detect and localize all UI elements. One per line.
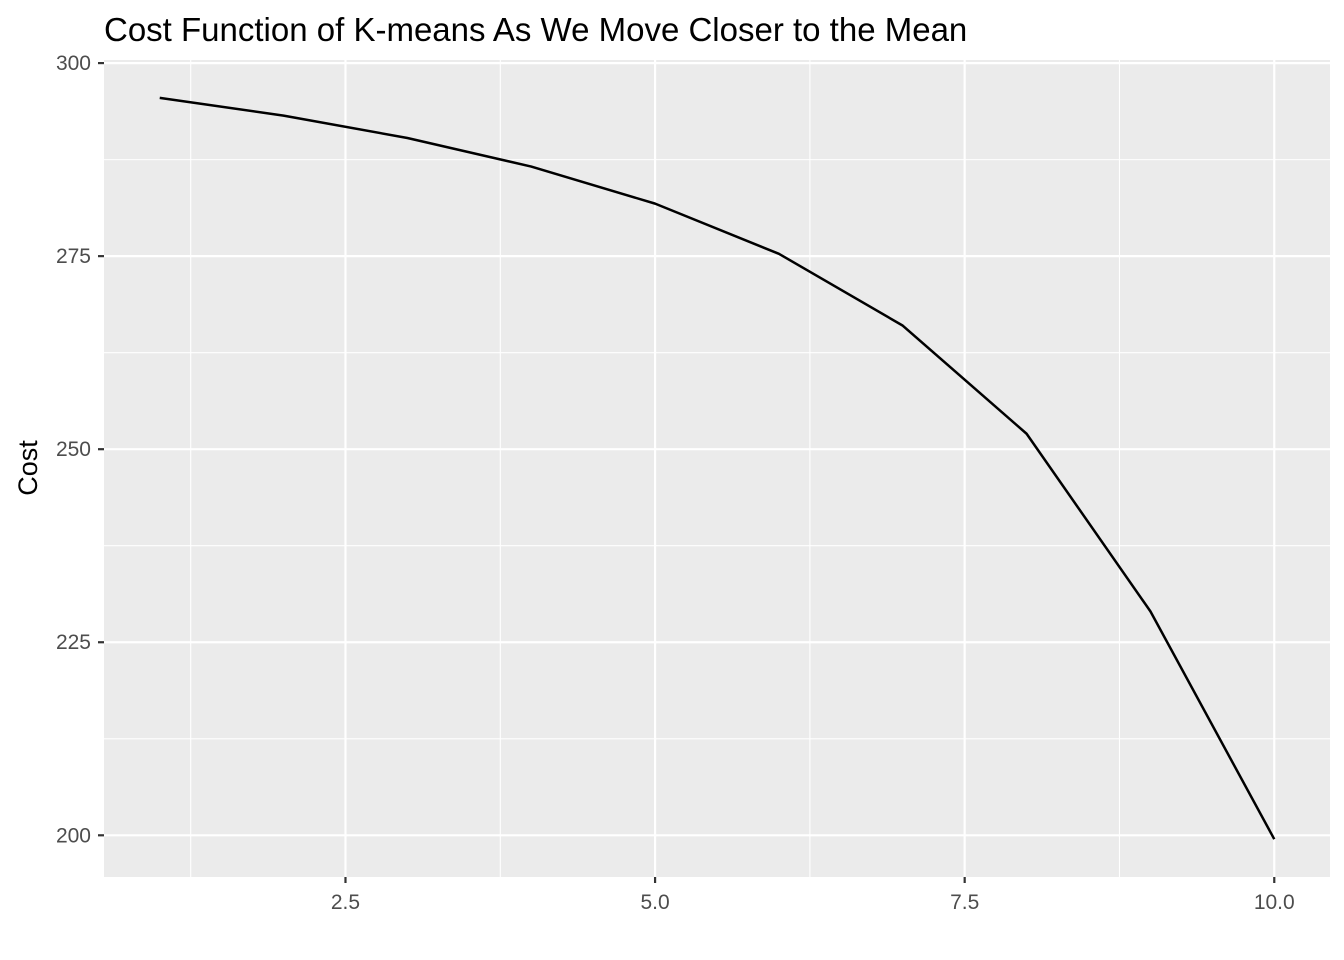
x-tick-label: 10.0 [1254,891,1295,914]
grid-lines [104,60,1330,877]
x-axis: 2.5 5.0 7.5 10.0 [331,877,1295,914]
y-axis-title: Cost [13,440,43,496]
y-tick-label: 300 [56,52,91,75]
x-tick-label: 5.0 [640,891,669,914]
y-axis: 200 225 250 275 300 [56,52,104,847]
plot-panel [104,60,1330,877]
x-tick-label: 2.5 [331,891,360,914]
y-tick-label: 200 [56,824,91,847]
y-tick-label: 250 [56,438,91,461]
y-tick-label: 275 [56,245,91,268]
chart-title: Cost Function of K-means As We Move Clos… [104,11,967,48]
y-tick-label: 225 [56,631,91,654]
series-line-0 [159,96,1276,840]
series-layer [159,96,1276,840]
x-tick-label: 7.5 [950,891,979,914]
